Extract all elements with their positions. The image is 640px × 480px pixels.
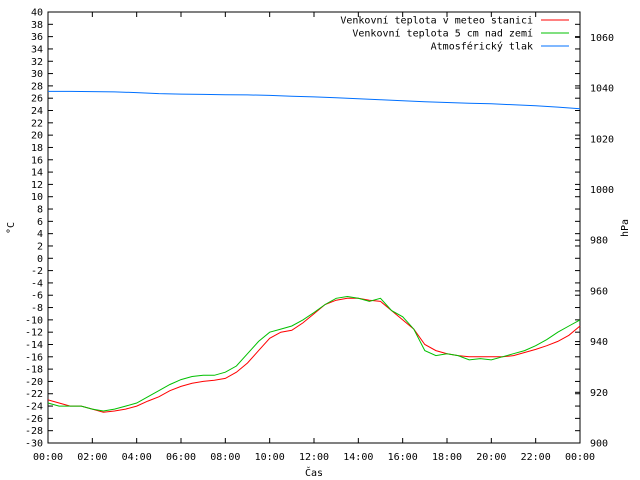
y-tick-label: 26 (31, 94, 43, 105)
y-tick-label: -26 (25, 414, 43, 425)
series-line-3 (48, 90, 581, 110)
y-tick-label: 18 (31, 143, 43, 154)
series-line-1 (47, 297, 581, 413)
x-tick-label: 14:00 (343, 452, 373, 463)
x-tick-label: 04:00 (122, 452, 152, 463)
x-tick-label: 16:00 (388, 452, 418, 463)
y-tick-label: 8 (37, 205, 43, 216)
y-tick-label: 20 (31, 131, 43, 142)
y2-tick-label: 900 (590, 439, 608, 450)
y2-tick-label: 920 (590, 388, 608, 399)
y2-tick-label: 1040 (590, 84, 614, 95)
x-tick-label: 00:00 (33, 452, 63, 463)
y-tick-label: -16 (25, 352, 43, 363)
x-tick-label: 20:00 (476, 452, 506, 463)
y-tick-label: 24 (31, 106, 43, 117)
y-tick-label: 22 (31, 118, 43, 129)
y-tick-label: 32 (31, 57, 43, 68)
y-tick-label: -20 (25, 377, 43, 388)
x-tick-label: 06:00 (166, 452, 196, 463)
y-tick-label: 0 (37, 254, 43, 265)
y-tick-label: -28 (25, 426, 43, 437)
y2-tick-label: 1020 (590, 134, 614, 145)
y-tick-label: 36 (31, 32, 43, 43)
y-tick-label: 6 (37, 217, 43, 228)
y-tick-label: -22 (25, 389, 43, 400)
x-tick-label: 08:00 (210, 452, 240, 463)
y2-tick-label: 960 (590, 286, 608, 297)
legend-label-1: Venkovní teplota v meteo stanici (340, 15, 533, 27)
legend-label-3: Atmosférický tlak (431, 41, 533, 53)
plot-frame (47, 11, 581, 444)
y-tick-label: -10 (25, 315, 43, 326)
axis-ticks: 4038363432302826242220181614121086420-2-… (25, 8, 614, 464)
y-tick-label: 30 (31, 69, 43, 80)
y-tick-label: 28 (31, 81, 43, 92)
y2-tick-label: 1060 (590, 33, 614, 44)
y-tick-label: 12 (31, 180, 43, 191)
x-axis-label: Čas (305, 466, 323, 479)
series-lines (47, 90, 581, 413)
y2-tick-label: 940 (590, 337, 608, 348)
y-tick-label: 16 (31, 155, 43, 166)
y-tick-label: -30 (25, 439, 43, 450)
y-tick-label: 34 (31, 44, 43, 55)
y-tick-label: 10 (31, 192, 43, 203)
y-tick-label: 2 (37, 241, 43, 252)
y-axis-label: °C (6, 222, 17, 234)
y-tick-label: -4 (31, 278, 43, 289)
y-tick-label: 4 (37, 229, 43, 240)
y-tick-label: -6 (31, 291, 43, 302)
y-tick-label: -8 (31, 303, 43, 314)
y-tick-label: -14 (25, 340, 43, 351)
y-tick-label: -24 (25, 402, 43, 413)
x-tick-label: 12:00 (299, 452, 329, 463)
x-tick-label: 22:00 (521, 452, 551, 463)
x-tick-label: 02:00 (77, 452, 107, 463)
y-tick-label: -12 (25, 328, 43, 339)
y-tick-label: -18 (25, 365, 43, 376)
y2-axis-label: hPa (620, 219, 631, 237)
x-tick-label: 18:00 (432, 452, 462, 463)
y-tick-label: -2 (31, 266, 43, 277)
legend-label-2: Venkovní teplota 5 cm nad zemí (352, 28, 533, 40)
x-tick-label: 10:00 (255, 452, 285, 463)
x-tick-label: 00:00 (565, 452, 595, 463)
y-tick-label: 38 (31, 20, 43, 31)
y-tick-label: 40 (31, 8, 43, 19)
y2-tick-label: 1000 (590, 185, 614, 196)
legend: Venkovní teplota v meteo staniciVenkovní… (340, 15, 569, 53)
series-line-2 (47, 295, 581, 412)
y-tick-label: 14 (31, 168, 43, 179)
y2-tick-label: 980 (590, 236, 608, 247)
